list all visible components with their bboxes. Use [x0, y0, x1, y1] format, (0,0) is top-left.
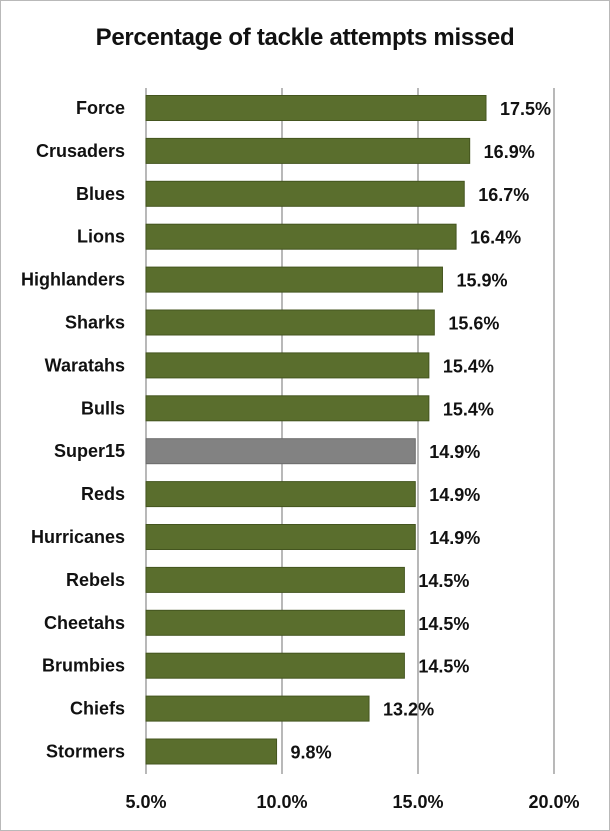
category-label: Bulls [81, 398, 125, 418]
bar [145, 609, 405, 636]
bars [145, 95, 487, 765]
data-label: 9.8% [291, 743, 332, 763]
bar [145, 223, 457, 250]
labels: 5.0% 10.0% 15.0% 20.0% Force 17.5% Crusaders 16… [21, 98, 580, 812]
bar [145, 137, 471, 164]
category-label: Rebels [66, 570, 125, 590]
data-label: 15.9% [456, 271, 507, 291]
category-label: Blues [76, 184, 125, 204]
data-label: 17.5% [500, 99, 551, 119]
bar [145, 180, 465, 207]
x-tick-label: 15.0% [392, 792, 443, 812]
bar [145, 309, 435, 336]
data-label: 14.9% [429, 485, 480, 505]
x-tick-label: 10.0% [256, 792, 307, 812]
data-label: 13.2% [383, 700, 434, 720]
data-label: 16.7% [478, 185, 529, 205]
data-label: 15.4% [443, 356, 494, 376]
bar [145, 352, 430, 379]
data-label: 16.9% [484, 142, 535, 162]
category-label: Lions [77, 227, 125, 247]
category-label: Highlanders [21, 270, 125, 290]
data-label: 14.9% [429, 528, 480, 548]
x-tick-label: 5.0% [125, 792, 166, 812]
bar [145, 695, 370, 722]
category-label: Reds [81, 484, 125, 504]
bar [145, 95, 487, 121]
data-label: 15.6% [448, 314, 499, 334]
chart-title: Percentage of tackle attempts missed [95, 24, 515, 51]
category-label: Stormers [46, 742, 125, 762]
data-label: 16.4% [470, 228, 521, 248]
x-tick-label: 20.0% [528, 792, 579, 812]
data-label: 14.9% [429, 442, 480, 462]
data-label: 15.4% [443, 399, 494, 419]
category-label: Brumbies [42, 656, 125, 676]
category-label: Waratahs [45, 355, 125, 375]
bar [145, 481, 416, 508]
category-label: Crusaders [36, 141, 125, 161]
bar [145, 395, 430, 422]
data-label: 14.5% [418, 657, 469, 677]
category-label: Sharks [65, 313, 125, 333]
bar [145, 266, 443, 293]
category-label: Hurricanes [31, 527, 125, 547]
bar [145, 438, 416, 465]
bar [145, 524, 416, 550]
category-label: Super15 [54, 441, 125, 461]
category-label: Chiefs [70, 699, 125, 719]
data-label: 14.5% [418, 571, 469, 591]
bar [145, 738, 278, 765]
category-label: Cheetahs [44, 613, 125, 633]
data-label: 14.5% [418, 614, 469, 634]
category-label: Force [76, 98, 125, 118]
bar [145, 566, 405, 593]
bar [145, 652, 405, 679]
